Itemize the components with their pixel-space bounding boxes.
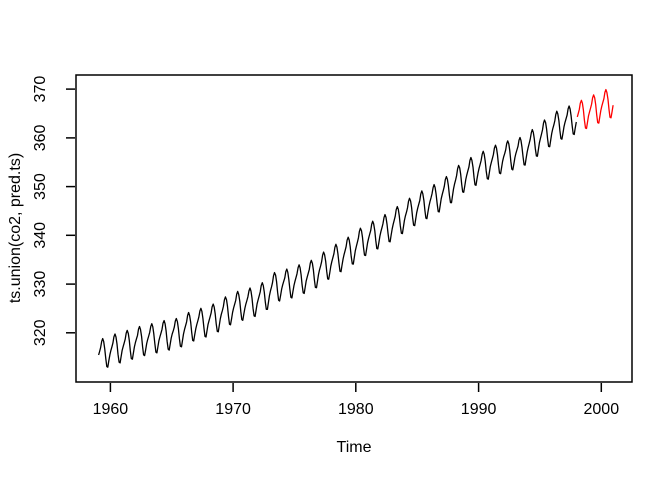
x-tick-label: 1960 <box>93 401 129 418</box>
y-tick-label: 350 <box>32 173 49 200</box>
plot-frame <box>75 74 633 383</box>
x-axis-title: Time <box>337 439 372 456</box>
series-line-pred.ts <box>576 88 614 130</box>
plot-content: 1960 1970 1980 1990 2000 320 330 340 350 360 370 <box>32 76 619 418</box>
y-axis-title: ts.union(co2, pred.ts) <box>7 153 24 303</box>
y-tick-label: 370 <box>32 76 49 103</box>
series-line-co2 <box>97 105 577 368</box>
x-tick-label: 1980 <box>338 401 374 418</box>
x-tick-label: 1990 <box>461 401 497 418</box>
x-tick-label: 2000 <box>584 401 620 418</box>
x-tick-label: 1970 <box>215 401 251 418</box>
y-tick-label: 320 <box>32 319 49 346</box>
y-tick-label: 330 <box>32 271 49 298</box>
y-tick-label: 340 <box>32 222 49 249</box>
y-tick-label: 360 <box>32 124 49 151</box>
